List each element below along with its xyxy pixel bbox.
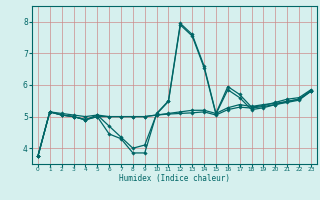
X-axis label: Humidex (Indice chaleur): Humidex (Indice chaleur): [119, 174, 230, 183]
